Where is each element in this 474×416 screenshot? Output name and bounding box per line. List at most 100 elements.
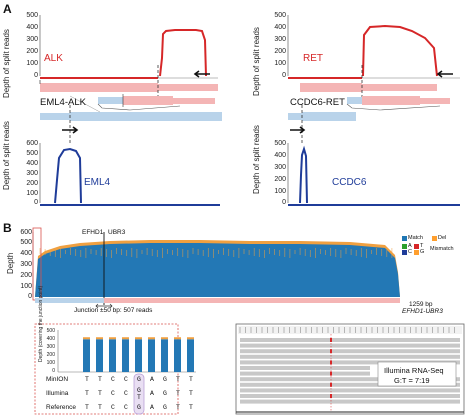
inset-bar-cap — [148, 337, 155, 340]
base-minion: C — [124, 376, 128, 383]
inset-bar-cap — [161, 337, 168, 340]
igv-read — [240, 360, 460, 365]
base-reference: T — [189, 404, 193, 411]
coverage-match-area — [35, 243, 400, 297]
ret-ytick: 500 — [274, 12, 286, 19]
alk-ytick: 200 — [26, 48, 38, 55]
panel-b-letter: B — [3, 221, 12, 235]
legend-t: T — [420, 243, 424, 249]
eml4-alk-fusion-pink-2 — [173, 98, 215, 104]
base-reference: T — [85, 404, 89, 411]
base-minion: T — [85, 376, 89, 383]
ccdc6-ylabel: Depth of split reads — [252, 125, 261, 194]
ret-direction-arrow — [436, 70, 453, 78]
base-illumina: G — [137, 387, 141, 394]
coverage-ytick: 400 — [20, 250, 32, 257]
eml4-ytick: 600 — [26, 140, 38, 147]
base-minion: T — [98, 376, 102, 383]
panel-a-letter: A — [3, 2, 12, 16]
ret-coverage-curve — [362, 24, 438, 77]
alk-coverage-curve — [159, 29, 207, 77]
fusion-length: 1259 bp — [409, 301, 433, 308]
igv-read — [240, 366, 370, 370]
coverage-ytick: 600 — [20, 229, 32, 236]
igv-read — [240, 349, 460, 354]
junction-window-arrow — [95, 303, 113, 309]
ret-exon-block-2 — [362, 84, 437, 91]
inset-bar — [135, 339, 142, 372]
eml4-alk-link — [97, 103, 181, 111]
base-illumina: T — [189, 390, 193, 397]
inset-bar-cap — [109, 337, 116, 340]
base-minion: T — [176, 376, 180, 383]
ccdc6-ytick: 200 — [274, 176, 286, 183]
ccdc6-ytick: 300 — [274, 164, 286, 171]
base-illumina: G — [163, 390, 167, 397]
base-reference: T — [176, 404, 180, 411]
inset-bar-cap — [187, 337, 194, 340]
ret-ytick: 200 — [274, 48, 286, 55]
ccdc6-direction-arrow — [290, 126, 306, 134]
base-illumina: A — [150, 390, 154, 397]
coverage-ytick: 0 — [28, 293, 32, 300]
base-minion: G — [137, 376, 141, 383]
fusion-bar-pink — [104, 298, 400, 303]
eml4-alk-fusion-blue — [98, 97, 123, 104]
ccdc6-ret-link — [346, 103, 441, 111]
base-illumina: C — [124, 390, 128, 397]
eml4-coverage-curve — [54, 147, 82, 204]
alk-ytick: 0 — [34, 72, 38, 79]
alk-ytick: 500 — [26, 12, 38, 19]
eml4-ytick: 300 — [26, 170, 38, 177]
eml4-ytick: 100 — [26, 190, 38, 197]
eml4-ytick: 500 — [26, 150, 38, 157]
igv-ratio: G:T = 7:19 — [394, 376, 430, 385]
igv-mismatch — [330, 382, 332, 387]
highlight-column — [133, 373, 145, 415]
legend-a-swatch — [402, 244, 407, 249]
igv-read — [240, 399, 460, 404]
igv-mismatch — [330, 349, 332, 354]
inset-bar — [148, 339, 155, 372]
ccdc6-ytick: 100 — [274, 188, 286, 195]
base-minion: T — [189, 376, 193, 383]
inset-ytick: 500 — [46, 328, 55, 334]
ccdc6-ret-fusion-blue — [347, 97, 362, 104]
igv-read — [240, 377, 460, 382]
inset-bar — [161, 339, 168, 372]
eml4-ytick: 0 — [34, 199, 38, 206]
base-illumina: T — [176, 390, 180, 397]
legend-g: G — [420, 249, 425, 255]
ccdc6-ret-fusion-pink — [362, 96, 420, 105]
row-label-minion: MinION — [46, 376, 69, 383]
ccdc6-gene-label: CCDC6 — [332, 177, 367, 188]
base-illumina: T — [98, 390, 102, 397]
base-illumina-alt: T — [137, 394, 141, 401]
legend-match: Match — [408, 235, 423, 241]
coverage-ytick: 100 — [20, 283, 32, 290]
ret-ytick: 0 — [282, 72, 286, 79]
eml4-alk-fusion-pink — [123, 96, 173, 105]
eml4-exon-block — [40, 113, 70, 120]
eml4-ytick: 200 — [26, 180, 38, 187]
igv-read — [240, 371, 370, 376]
igv-mismatch — [330, 394, 332, 398]
legend-match-swatch — [402, 236, 407, 241]
junction-note: Junction ±50 bp: 507 reads — [74, 307, 153, 314]
base-reference: C — [124, 404, 128, 411]
ret-gene-label: RET — [303, 53, 323, 64]
inset-bar-cap — [96, 337, 103, 340]
fusion-bar-blue — [35, 298, 104, 303]
inset-bar — [96, 339, 103, 372]
inset-ytick: 0 — [52, 368, 55, 374]
efhd1-label: EFHD1 — [82, 229, 104, 236]
base-illumina: C — [111, 390, 115, 397]
base-reference: A — [150, 404, 154, 411]
igv-annotation-box — [377, 361, 457, 387]
coverage-ytick: 300 — [20, 261, 32, 268]
base-minion: G — [163, 376, 167, 383]
eml4-ytick: 400 — [26, 160, 38, 167]
base-illumina: T — [85, 390, 89, 397]
base-reference: C — [111, 404, 115, 411]
alk-ytick: 100 — [26, 60, 38, 67]
